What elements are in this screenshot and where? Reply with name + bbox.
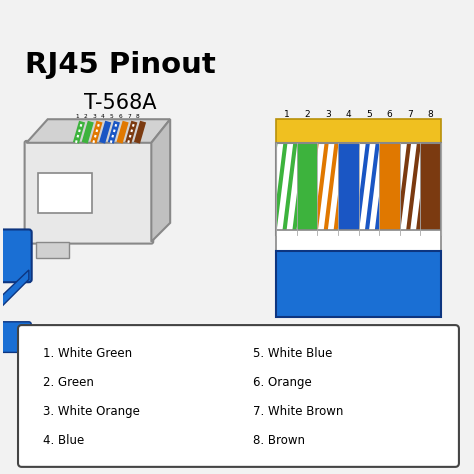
Polygon shape (308, 143, 325, 235)
Text: 7. White Brown: 7. White Brown (253, 405, 343, 418)
Text: 6: 6 (387, 110, 392, 119)
Polygon shape (266, 143, 283, 235)
Polygon shape (378, 143, 395, 235)
Polygon shape (449, 143, 466, 235)
Polygon shape (429, 143, 447, 235)
Text: 4: 4 (346, 110, 351, 119)
Text: 1: 1 (283, 110, 289, 119)
Polygon shape (306, 143, 323, 235)
Bar (276, 143, 441, 235)
Text: 3: 3 (325, 110, 330, 119)
Text: 4. Blue: 4. Blue (43, 435, 84, 447)
Polygon shape (398, 143, 415, 235)
Bar (379, 143, 400, 235)
Bar (318, 143, 338, 235)
Polygon shape (296, 143, 313, 235)
Bar (276, 251, 441, 317)
Polygon shape (439, 143, 456, 235)
Bar (359, 143, 379, 235)
Polygon shape (151, 119, 170, 242)
Text: 5: 5 (366, 110, 372, 119)
FancyBboxPatch shape (0, 322, 31, 352)
Polygon shape (276, 143, 293, 235)
FancyBboxPatch shape (18, 325, 459, 467)
Text: 8. Brown: 8. Brown (253, 435, 305, 447)
Text: 7: 7 (128, 114, 131, 119)
Polygon shape (318, 143, 335, 235)
Polygon shape (400, 143, 417, 235)
Text: 6. Orange: 6. Orange (253, 376, 311, 389)
Polygon shape (347, 143, 364, 235)
Polygon shape (0, 270, 29, 331)
Polygon shape (349, 143, 366, 235)
Polygon shape (327, 143, 345, 235)
Text: 2: 2 (304, 110, 310, 119)
Polygon shape (359, 143, 376, 235)
Bar (297, 143, 318, 235)
Text: 1: 1 (75, 114, 79, 119)
Polygon shape (390, 143, 407, 235)
Polygon shape (419, 143, 437, 235)
Polygon shape (316, 143, 333, 235)
Polygon shape (357, 143, 374, 235)
Polygon shape (286, 143, 303, 235)
Bar (276, 119, 441, 143)
Bar (400, 143, 420, 235)
Text: 6: 6 (118, 114, 122, 119)
Polygon shape (408, 143, 425, 235)
Bar (420, 143, 441, 235)
FancyBboxPatch shape (0, 229, 32, 282)
Text: 5. White Blue: 5. White Blue (253, 347, 332, 360)
Text: 7: 7 (407, 110, 413, 119)
Text: 8: 8 (136, 114, 140, 119)
Bar (38, 173, 92, 213)
Polygon shape (337, 143, 354, 235)
Bar (276, 230, 441, 256)
Polygon shape (388, 143, 405, 235)
Polygon shape (36, 242, 69, 258)
Text: 3: 3 (92, 114, 96, 119)
Bar (276, 119, 441, 143)
Text: 2. Green: 2. Green (43, 376, 94, 389)
Text: T-568A: T-568A (84, 93, 157, 113)
Text: 3. White Orange: 3. White Orange (43, 405, 140, 418)
Bar (276, 143, 297, 235)
Bar (338, 143, 359, 235)
Polygon shape (326, 143, 343, 235)
Polygon shape (368, 143, 385, 235)
Polygon shape (27, 119, 170, 143)
Text: 4: 4 (101, 114, 105, 119)
Text: 5: 5 (110, 114, 114, 119)
Text: 8: 8 (428, 110, 434, 119)
Text: 1. White Green: 1. White Green (43, 347, 132, 360)
Polygon shape (410, 143, 427, 235)
Text: 2: 2 (84, 114, 88, 119)
FancyBboxPatch shape (25, 141, 153, 244)
Polygon shape (367, 143, 384, 235)
Text: RJ45 Pinout: RJ45 Pinout (25, 51, 216, 79)
